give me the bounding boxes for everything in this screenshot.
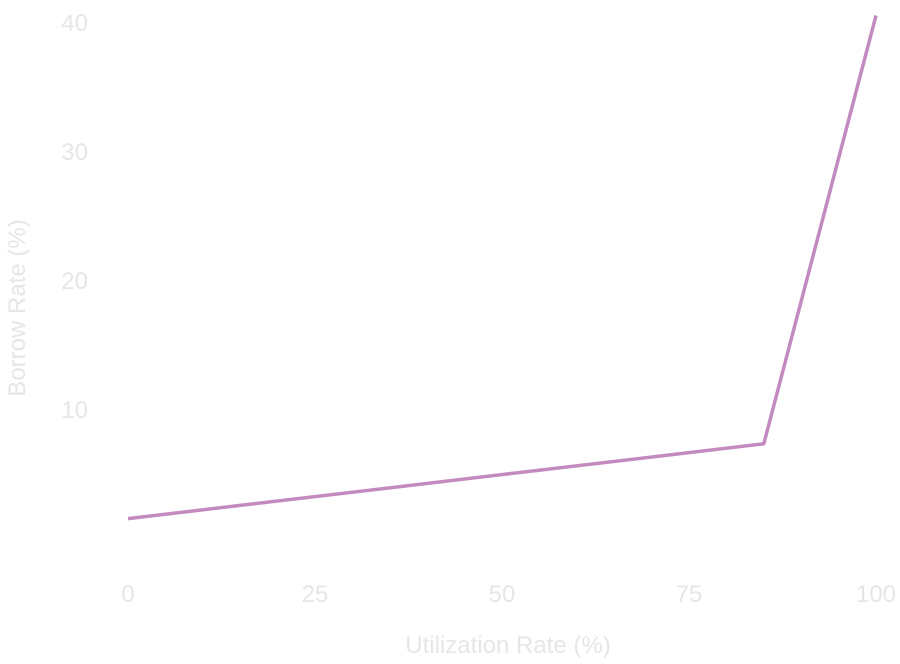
x-tick-label: 75 [676, 581, 703, 608]
y-tick-label: 10 [61, 397, 88, 424]
x-tick-label: 100 [856, 581, 896, 608]
y-tick-label: 20 [61, 268, 88, 295]
x-tick-label: 25 [302, 581, 329, 608]
x-tick-label: 50 [489, 581, 516, 608]
series-group [127, 15, 878, 521]
x-axis-title: Utilization Rate (%) [405, 632, 610, 659]
x-tick-label: 0 [121, 581, 134, 608]
x-axis-ticks: 0 25 50 75 100 [121, 581, 896, 608]
y-axis-title: Borrow Rate (%) [4, 219, 31, 396]
y-axis-ticks: 10 20 30 40 [61, 10, 88, 424]
y-tick-label: 30 [61, 139, 88, 166]
borrow-rate-line [127, 15, 878, 521]
y-tick-label: 40 [61, 10, 88, 37]
